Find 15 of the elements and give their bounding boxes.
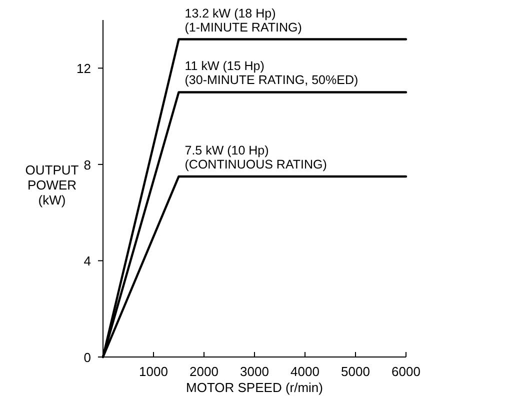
x-tick-label: 5000 — [341, 364, 370, 379]
y-tick-label: 4 — [84, 254, 91, 269]
x-tick-label: 2000 — [190, 364, 218, 379]
y-tick-label: 0 — [84, 350, 91, 365]
annotation: 11 kW (15 Hp) (30-MINUTE RATING, 50%ED) — [184, 59, 358, 88]
y-axis-title: OUTPUT POWER (kW) — [25, 162, 79, 208]
x-tick-label: 3000 — [240, 364, 269, 379]
y-tick-label: 12 — [76, 61, 91, 76]
x-axis-title: MOTOR SPEED (r/min) — [186, 380, 323, 395]
annotation: 13.2 kW (18 Hp) (1-MINUTE RATING) — [184, 6, 302, 34]
y-tick-label: 8 — [84, 157, 91, 172]
x-tick-label: 1000 — [139, 364, 168, 379]
annotation: 7.5 kW (10 Hp) (CONTINUOUS RATING) — [184, 143, 327, 172]
x-tick-label: 6000 — [392, 364, 420, 379]
x-tick-label: 4000 — [290, 364, 320, 379]
